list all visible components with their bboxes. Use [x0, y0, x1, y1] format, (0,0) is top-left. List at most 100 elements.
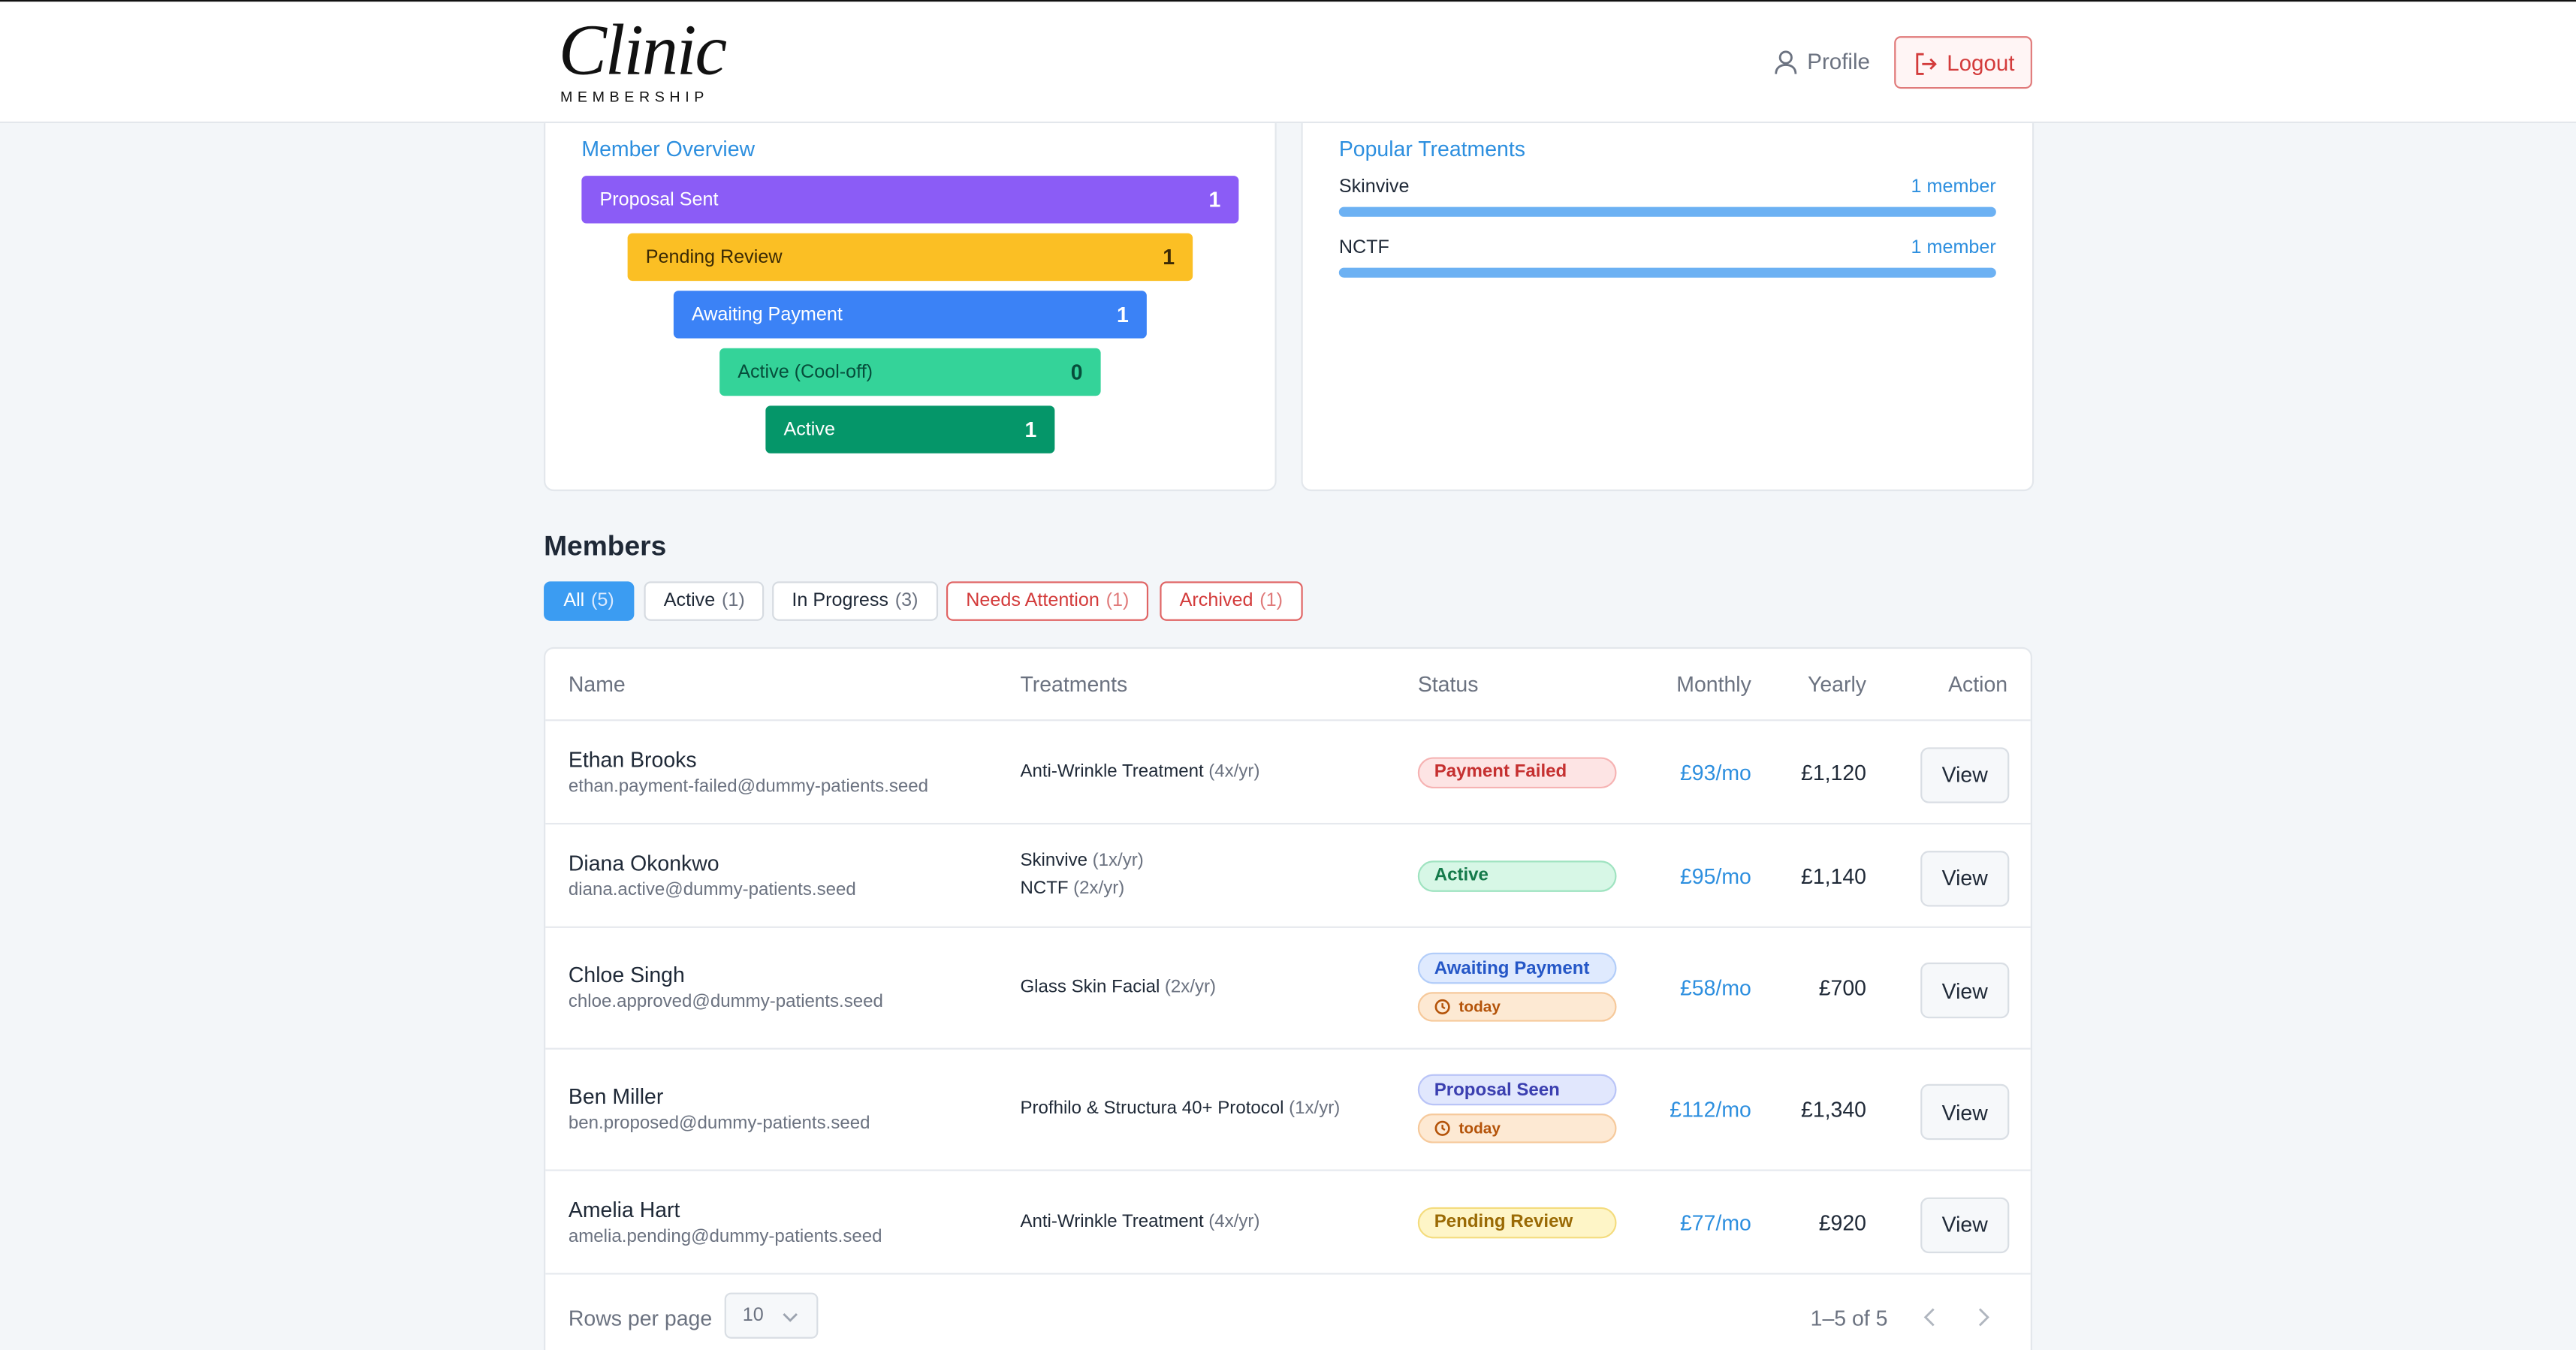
status-label: today — [1458, 997, 1501, 1016]
monthly: £112/mo — [1670, 1097, 1751, 1122]
logout-button[interactable]: Logout — [1894, 36, 2032, 89]
status-pill: today — [1417, 992, 1617, 1022]
filter-label: Archived — [1179, 591, 1253, 611]
stage-label: Active — [783, 419, 835, 440]
member-row: Ethan Brooks ethan.payment-failed@dummy-p… — [545, 719, 2031, 824]
table-footer: Rows per page 10 1–5 of 5 — [545, 1273, 2031, 1350]
filter-chip[interactable]: Active (1) — [644, 581, 765, 621]
treatment: Anti-Wrinkle Treatment (4x/yr) — [1020, 1211, 1259, 1231]
logo: Clinic — [558, 10, 727, 91]
prev-page[interactable] — [1922, 1307, 1938, 1327]
stage-label: Pending Review — [645, 247, 783, 267]
funnel-bar: Pending Review 1 — [627, 233, 1193, 282]
filter-label: Needs Attention — [966, 591, 1099, 611]
member-name: Ethan Brooks — [568, 746, 697, 772]
treatment-freq: (1x/yr) — [1092, 851, 1144, 871]
treatment-name: Anti-Wrinkle Treatment — [1020, 1211, 1204, 1231]
stage-label: Active (Cool-off) — [738, 362, 873, 382]
members-title: Members — [544, 530, 667, 562]
filter-label: All — [563, 591, 585, 611]
filter-count: (1) — [1259, 591, 1283, 611]
treatment-freq: (4x/yr) — [1208, 761, 1260, 782]
rows-per-page-select[interactable]: 10 — [724, 1292, 819, 1339]
view-button[interactable]: View — [1920, 746, 2010, 803]
popular-card — [1301, 82, 2035, 492]
member-email: ben.proposed@dummy-patients.seed — [568, 1113, 870, 1134]
treatment-name: Skinvive — [1020, 851, 1088, 871]
treatment-freq: (4x/yr) — [1208, 1211, 1260, 1231]
clock-icon — [1434, 1120, 1450, 1136]
member-email: ethan.payment-failed@dummy-patients.seed — [568, 776, 929, 796]
next-page[interactable] — [1974, 1307, 1991, 1327]
column-header: Status — [1417, 671, 1479, 697]
member-email: chloe.approved@dummy-patients.seed — [568, 992, 883, 1012]
filter-chip[interactable]: In Progress (3) — [772, 581, 938, 621]
treatment: Glass Skin Facial (2x/yr) — [1020, 978, 1216, 997]
treatment-name: NCTF — [1338, 238, 1389, 258]
filter-count: (3) — [894, 591, 918, 611]
yearly: £1,340 — [1801, 1097, 1866, 1122]
yearly: £700 — [1818, 975, 1866, 1001]
stage-count: 1 — [1208, 187, 1221, 212]
filter-chip[interactable]: Archived (1) — [1160, 581, 1303, 621]
status-label: today — [1458, 1119, 1501, 1138]
treatment-count: 1 member — [1911, 238, 1996, 258]
monthly: £77/mo — [1679, 1210, 1751, 1234]
treatment: NCTF (2x/yr) — [1020, 878, 1124, 898]
popular-title: Popular Treatments — [1338, 136, 1525, 161]
members-table — [544, 646, 2032, 1350]
profile-link[interactable]: Profile — [1807, 49, 1870, 74]
status-pill: Proposal Seen — [1417, 1074, 1617, 1106]
view-button[interactable]: View — [1920, 962, 2010, 1019]
profile-icon — [1775, 50, 1797, 74]
member-row: Diana Okonkwo diana.active@dummy-patients… — [545, 822, 2031, 928]
yearly: £1,140 — [1801, 863, 1866, 888]
rows-per-page-label: Rows per page — [568, 1306, 713, 1330]
treatment-bar — [1338, 267, 1996, 278]
view-button[interactable]: View — [1920, 850, 2010, 906]
stage-label: Awaiting Payment — [691, 304, 843, 325]
status-pill: Awaiting Payment — [1417, 952, 1617, 984]
filter-chip[interactable]: All (5) — [544, 581, 635, 621]
view-button[interactable]: View — [1920, 1196, 2010, 1252]
view-button[interactable]: View — [1920, 1083, 2010, 1141]
monthly: £58/mo — [1679, 975, 1751, 1001]
member-row: Amelia Hart amelia.pending@dummy-patients… — [545, 1169, 2031, 1275]
member-row: Ben Miller ben.proposed@dummy-patients.se… — [545, 1047, 2031, 1171]
treatment-name: Glass Skin Facial — [1020, 977, 1160, 997]
column-header: Yearly — [1808, 671, 1866, 697]
page-range: 1–5 of 5 — [1810, 1306, 1888, 1330]
treatment-name: Skinvive — [1338, 177, 1410, 197]
stage-count: 1 — [1024, 417, 1037, 442]
yearly: £1,120 — [1801, 759, 1866, 785]
status-label: Pending Review — [1434, 1212, 1573, 1232]
treatment-freq: (1x/yr) — [1289, 1098, 1341, 1119]
status-pill: Pending Review — [1417, 1206, 1617, 1238]
filter-label: Active — [663, 591, 716, 611]
rows-per-page-value: 10 — [742, 1306, 764, 1326]
stage-count: 1 — [1116, 302, 1129, 327]
member-row: Chloe Singh chloe.approved@dummy-patients… — [545, 926, 2031, 1050]
status-pill: Active — [1417, 860, 1617, 891]
member-email: amelia.pending@dummy-patients.seed — [568, 1225, 882, 1246]
column-header: Action — [1948, 671, 2008, 697]
member-name: Chloe Singh — [568, 962, 685, 987]
status-label: Proposal Seen — [1434, 1080, 1560, 1100]
stage-count: 0 — [1070, 360, 1083, 384]
header: Clinic MEMBERSHIP Profile Logout — [0, 0, 2576, 124]
funnel-bar: Active (Cool-off) 0 — [719, 348, 1101, 396]
column-header: Monthly — [1676, 671, 1751, 697]
stage-label: Proposal Sent — [599, 189, 719, 209]
treatment-name: Profhilo & Structura 40+ Protocol — [1020, 1098, 1284, 1119]
treatment-name: NCTF — [1020, 878, 1069, 899]
member-name: Amelia Hart — [568, 1196, 680, 1222]
treatment: Anti-Wrinkle Treatment (4x/yr) — [1020, 761, 1259, 781]
column-header: Name — [568, 671, 626, 697]
filter-chip[interactable]: Needs Attention (1) — [946, 581, 1149, 621]
filter-label: In Progress — [792, 591, 889, 611]
logout-label: Logout — [1947, 50, 2015, 76]
status-label: Payment Failed — [1434, 762, 1567, 782]
status-label: Awaiting Payment — [1434, 958, 1590, 978]
